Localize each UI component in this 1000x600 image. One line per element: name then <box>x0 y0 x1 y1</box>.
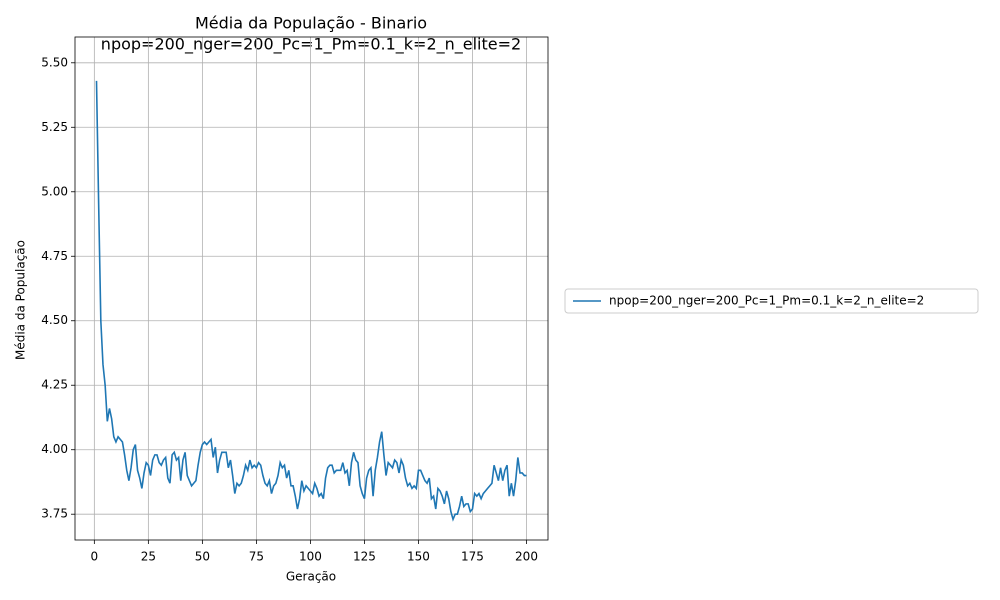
y-axis-label: Média da População <box>14 240 28 360</box>
y-tick-label: 4.75 <box>41 249 68 263</box>
x-tick-label: 175 <box>461 550 484 564</box>
y-tick-label: 5.50 <box>41 55 68 69</box>
x-tick-label: 75 <box>249 550 264 564</box>
y-tick-label: 5.00 <box>41 184 68 198</box>
y-tick-label: 4.00 <box>41 442 68 456</box>
legend-label: npop=200_nger=200_Pc=1_Pm=0.1_k=2_n_elit… <box>609 294 924 308</box>
x-tick-label: 0 <box>91 550 99 564</box>
y-tick-label: 5.25 <box>41 120 68 134</box>
x-tick-label: 125 <box>353 550 376 564</box>
x-tick-label: 100 <box>299 550 322 564</box>
legend-box <box>564 288 979 314</box>
y-tick-label: 4.50 <box>41 313 68 327</box>
x-tick-label: 25 <box>141 550 156 564</box>
plot-frame <box>74 36 549 541</box>
x-axis-label: Geração <box>286 570 336 584</box>
chart-title: Média da População - Binario <box>195 14 427 33</box>
x-tick-label: 150 <box>407 550 430 564</box>
y-tick-label: 4.25 <box>41 378 68 392</box>
x-tick-label: 200 <box>515 550 538 564</box>
y-tick-label: 3.75 <box>41 507 68 521</box>
data-line <box>95 80 527 522</box>
chart-subtitle: npop=200_nger=200_Pc=1_Pm=0.1_k=2_n_elit… <box>101 35 521 55</box>
x-tick-label: 50 <box>195 550 210 564</box>
